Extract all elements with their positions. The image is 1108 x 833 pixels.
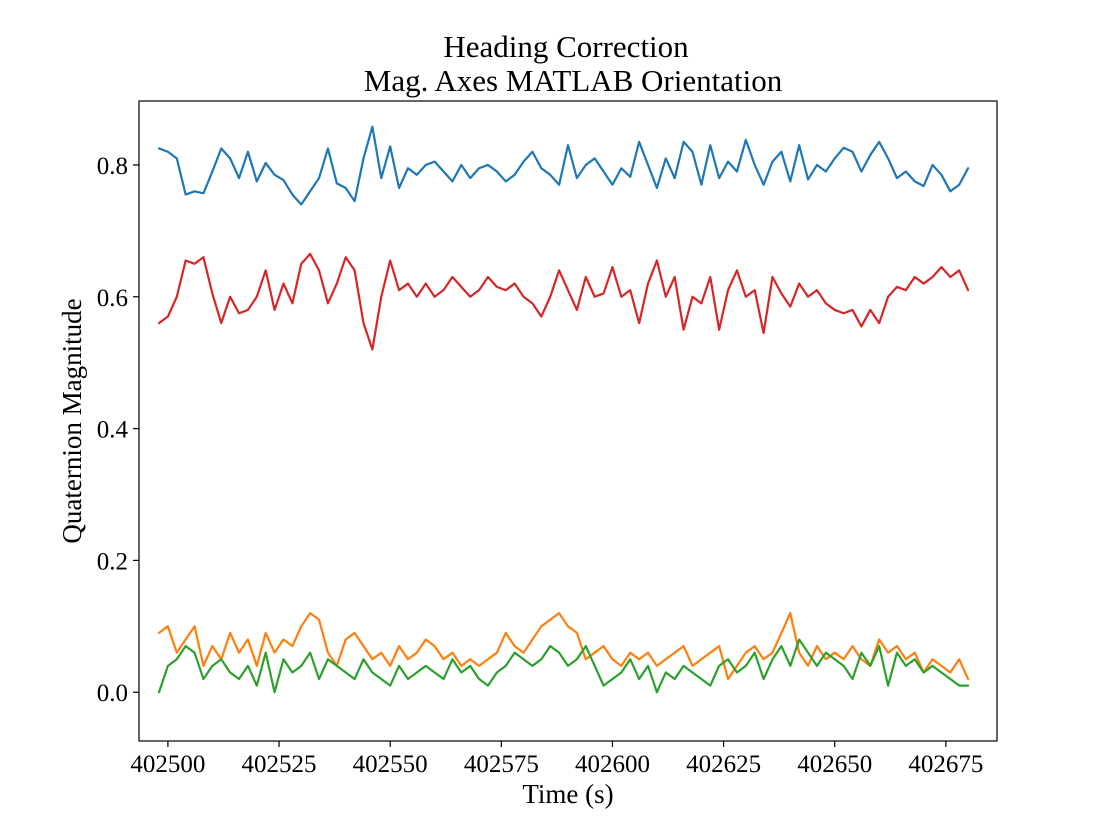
y-axis: 0.0 0.2 0.4 0.6 0.8 <box>97 153 139 707</box>
x-tick-label: 402625 <box>686 751 761 778</box>
y-tick-label: 0.4 <box>97 417 129 444</box>
chart-title-line-1: Heading Correction <box>443 29 689 64</box>
y-axis-label: Quaternion Magnitude <box>57 298 87 543</box>
chart-title-line-2: Mag. Axes MATLAB Orientation <box>364 63 783 98</box>
y-tick-label: 0.8 <box>97 153 128 180</box>
x-tick-label: 402575 <box>464 751 539 778</box>
y-tick-label: 0.2 <box>97 548 128 575</box>
y-tick-label: 0.0 <box>97 680 128 707</box>
x-tick-label: 402650 <box>797 751 872 778</box>
x-tick-label: 402500 <box>130 751 205 778</box>
series-line-1 <box>157 125 970 206</box>
x-tick-label: 402675 <box>908 751 983 778</box>
x-axis-label: Time (s) <box>522 779 613 809</box>
series-line-3 <box>157 612 970 681</box>
x-tick-label: 402525 <box>242 751 317 778</box>
y-tick-label: 0.6 <box>97 285 128 312</box>
x-tick-label: 402550 <box>353 751 428 778</box>
x-tick-label: 402600 <box>575 751 650 778</box>
plot-area-frame <box>138 100 998 742</box>
x-axis: 402500 402525 402550 402575 402600 402625 4026… <box>130 741 983 778</box>
series-line-2 <box>157 252 970 351</box>
series-layer <box>157 125 970 694</box>
series-line-4 <box>157 638 970 694</box>
